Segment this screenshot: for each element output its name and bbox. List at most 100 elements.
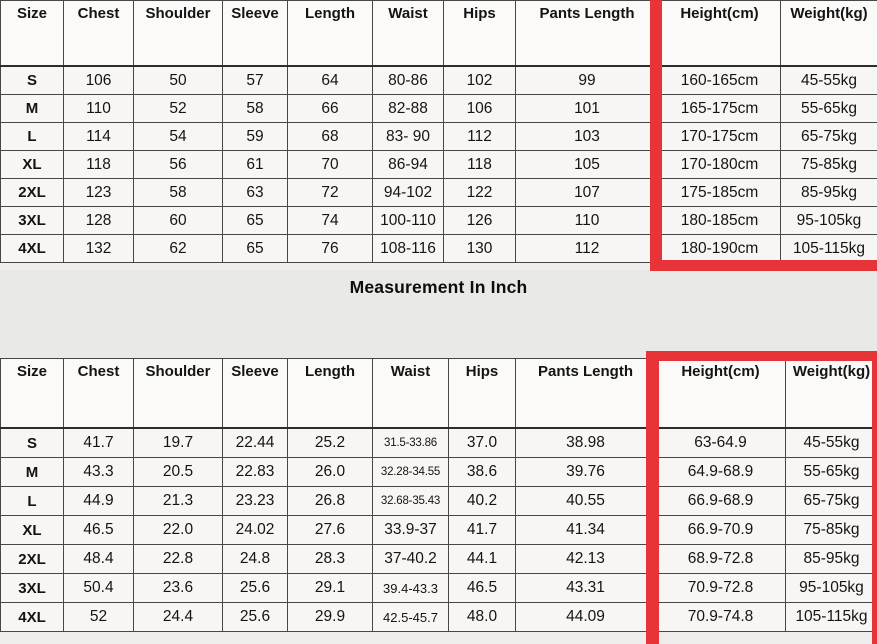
table-row-4xl: 4XL 132 62 65 76 108-116 130 112 180-190cm 105-11… bbox=[0, 234, 877, 263]
table-cell: 65-75kg bbox=[785, 486, 877, 516]
table-cell: 45-55kg bbox=[785, 427, 877, 458]
table-cell: 20.5 bbox=[133, 457, 223, 487]
table-cell: 99 bbox=[515, 65, 659, 95]
table-cell: 110 bbox=[515, 206, 659, 235]
size-label-cell: 2XL bbox=[0, 178, 64, 207]
col-header-size: Size bbox=[0, 0, 64, 67]
table-cell: 31.5-33.86 bbox=[372, 427, 449, 458]
table-cell: 80-86 bbox=[372, 65, 444, 95]
table-cell: 33.9-37 bbox=[372, 515, 449, 545]
table-cell: 26.0 bbox=[287, 457, 373, 487]
table-cell: 65-75kg bbox=[780, 122, 877, 151]
col-header-height-cm: Height(cm) bbox=[658, 0, 781, 67]
inch-band: Measurement In Inch bbox=[0, 270, 877, 358]
col-header-hips: Hips bbox=[443, 0, 516, 67]
table-cell: 83- 90 bbox=[372, 122, 444, 151]
table-cell: 165-175cm bbox=[658, 94, 781, 123]
table-cell: 70.9-74.8 bbox=[655, 602, 786, 632]
table-cell: 25.2 bbox=[287, 427, 373, 458]
col-header-weight-kg: Weight(kg) bbox=[780, 0, 877, 67]
table-cell: 123 bbox=[63, 178, 134, 207]
table-cell: 160-165cm bbox=[658, 65, 781, 95]
highlight-box-inch-left-bar bbox=[646, 351, 659, 644]
table-cell: 37-40.2 bbox=[372, 544, 449, 574]
table-cell: 101 bbox=[515, 94, 659, 123]
table-cell: 63 bbox=[222, 178, 288, 207]
table-cell: 43.3 bbox=[63, 457, 134, 487]
table-cell: 65 bbox=[222, 206, 288, 235]
size-label-cell: M bbox=[0, 94, 64, 123]
col-header-waist: Waist bbox=[372, 0, 444, 67]
table-cell: 48.0 bbox=[448, 602, 516, 632]
table-cell: 50.4 bbox=[63, 573, 134, 603]
table-cell: 52 bbox=[133, 94, 223, 123]
table-cell: 66.9-68.9 bbox=[655, 486, 786, 516]
table-cell: 56 bbox=[133, 150, 223, 179]
table-cell: 107 bbox=[515, 178, 659, 207]
table-cell: 46.5 bbox=[448, 573, 516, 603]
highlight-box-cm-bottom-bar bbox=[650, 260, 877, 271]
table-cell: 45-55kg bbox=[780, 65, 877, 95]
table-cell: 46.5 bbox=[63, 515, 134, 545]
size-label-cell: L bbox=[0, 122, 64, 151]
table-cell: 41.34 bbox=[515, 515, 656, 545]
table-cell: 39.4-43.3 bbox=[372, 573, 449, 603]
col-header-height-cm: Height(cm) bbox=[655, 358, 786, 429]
table-cell: 170-175cm bbox=[658, 122, 781, 151]
table-cell: 44.9 bbox=[63, 486, 134, 516]
table-cell: 24.8 bbox=[222, 544, 288, 574]
table-cell: 114 bbox=[63, 122, 134, 151]
table-cell: 32.28-34.55 bbox=[372, 457, 449, 487]
table-row-4xl: 4XL 52 24.4 25.6 29.9 42.5-45.7 48.0 44.09 70.9-… bbox=[0, 602, 877, 632]
table-cell: 180-190cm bbox=[658, 234, 781, 263]
table-cell: 118 bbox=[63, 150, 134, 179]
table-row-2xl: 2XL 48.4 22.8 24.8 28.3 37-40.2 44.1 42.13 68.9-… bbox=[0, 544, 877, 574]
table-cell: 27.6 bbox=[287, 515, 373, 545]
table-cell: 29.1 bbox=[287, 573, 373, 603]
table-cell: 86-94 bbox=[372, 150, 444, 179]
table-cell: 132 bbox=[63, 234, 134, 263]
table-cell: 95-105kg bbox=[780, 206, 877, 235]
table-cell: 40.2 bbox=[448, 486, 516, 516]
table-cell: 39.76 bbox=[515, 457, 656, 487]
col-header-chest: Chest bbox=[63, 0, 134, 67]
table-cell: 112 bbox=[515, 234, 659, 263]
col-header-pants-length: Pants Length bbox=[515, 358, 656, 429]
table-cell: 95-105kg bbox=[785, 573, 877, 603]
table-cell: 170-180cm bbox=[658, 150, 781, 179]
table-cell: 50 bbox=[133, 65, 223, 95]
table-cell: 23.23 bbox=[222, 486, 288, 516]
highlight-box-inch-right-bar bbox=[872, 351, 877, 644]
table-cell: 122 bbox=[443, 178, 516, 207]
table-cell: 64.9-68.9 bbox=[655, 457, 786, 487]
table-cell: 118 bbox=[443, 150, 516, 179]
table-cell: 43.31 bbox=[515, 573, 656, 603]
table-cell: 108-116 bbox=[372, 234, 444, 263]
size-label-cell: M bbox=[0, 457, 64, 487]
size-label-cell: XL bbox=[0, 515, 64, 545]
table-row-2xl: 2XL 123 58 63 72 94-102 122 107 175-185cm 85-95kg bbox=[0, 178, 877, 207]
table-cell: 106 bbox=[443, 94, 516, 123]
table-row-3xl: 3XL 50.4 23.6 25.6 29.1 39.4-43.3 46.5 43.31 70.… bbox=[0, 573, 877, 603]
table-row-l: L 114 54 59 68 83- 90 112 103 170-175cm 65-75kg bbox=[0, 122, 877, 151]
table-cell: 76 bbox=[287, 234, 373, 263]
size-label-cell: 3XL bbox=[0, 573, 64, 603]
table-cell: 40.55 bbox=[515, 486, 656, 516]
table-cell: 22.8 bbox=[133, 544, 223, 574]
table-cell: 25.6 bbox=[222, 602, 288, 632]
table-cell: 85-95kg bbox=[780, 178, 877, 207]
table-row-m: M 43.3 20.5 22.83 26.0 32.28-34.55 38.6 39.76 64… bbox=[0, 457, 877, 487]
table-cell: 54 bbox=[133, 122, 223, 151]
table-cell: 38.6 bbox=[448, 457, 516, 487]
table-cell: 94-102 bbox=[372, 178, 444, 207]
table-cell: 58 bbox=[133, 178, 223, 207]
table-cell: 70 bbox=[287, 150, 373, 179]
table-cell: 63-64.9 bbox=[655, 427, 786, 458]
table-cell: 100-110 bbox=[372, 206, 444, 235]
col-header-length: Length bbox=[287, 0, 373, 67]
table-cell: 112 bbox=[443, 122, 516, 151]
header-row: Size Chest Shoulder Sleeve Length Waist Hips Pa… bbox=[0, 0, 877, 67]
table-cell: 75-85kg bbox=[785, 515, 877, 545]
table-cell: 82-88 bbox=[372, 94, 444, 123]
table-cell: 55-65kg bbox=[780, 94, 877, 123]
